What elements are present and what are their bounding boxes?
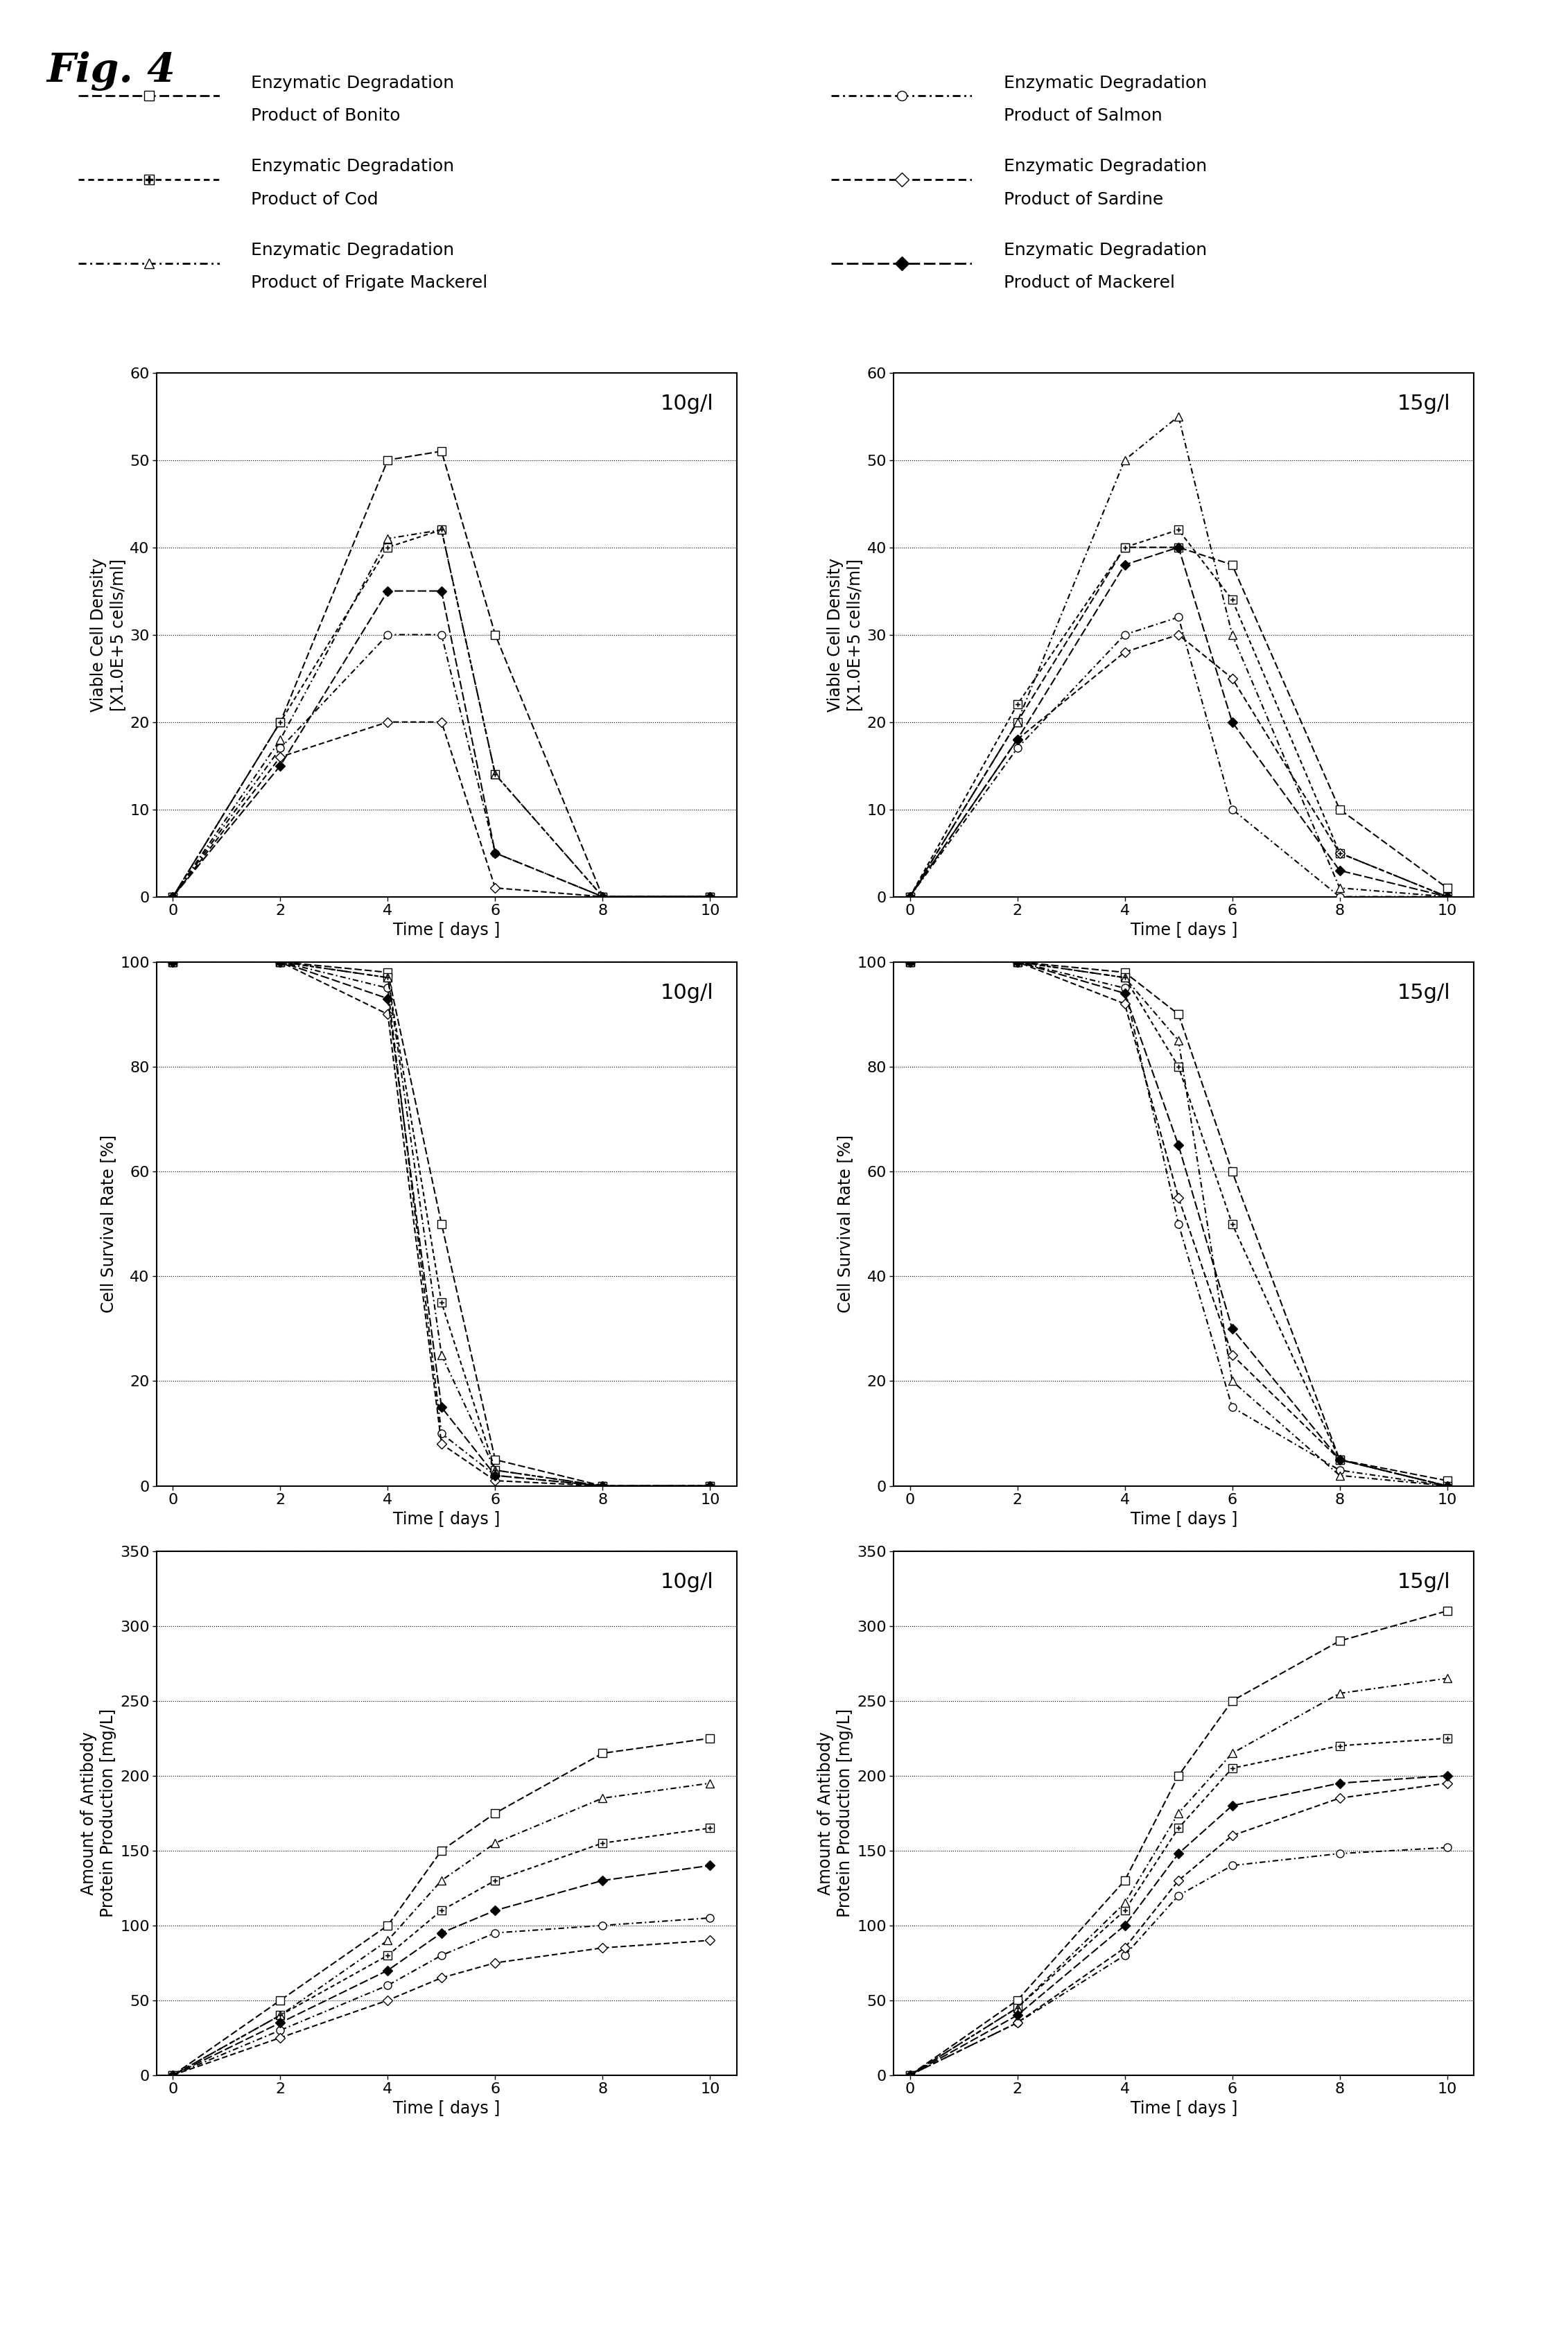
Text: Product of Mackerel: Product of Mackerel — [1004, 275, 1174, 291]
Text: 10g/l: 10g/l — [660, 983, 713, 1004]
Text: Product of Cod: Product of Cod — [251, 191, 378, 207]
X-axis label: Time [ days ]: Time [ days ] — [1131, 1512, 1237, 1528]
X-axis label: Time [ days ]: Time [ days ] — [394, 922, 500, 939]
Text: Enzymatic Degradation: Enzymatic Degradation — [1004, 158, 1207, 175]
X-axis label: Time [ days ]: Time [ days ] — [394, 1512, 500, 1528]
Y-axis label: Viable Cell Density
[X1.0E+5 cells/ml]: Viable Cell Density [X1.0E+5 cells/ml] — [826, 557, 862, 713]
Y-axis label: Viable Cell Density
[X1.0E+5 cells/ml]: Viable Cell Density [X1.0E+5 cells/ml] — [89, 557, 125, 713]
Text: 15g/l: 15g/l — [1397, 1572, 1450, 1593]
Text: Enzymatic Degradation: Enzymatic Degradation — [1004, 242, 1207, 259]
Text: 15g/l: 15g/l — [1397, 983, 1450, 1004]
Y-axis label: Cell Survival Rate [%]: Cell Survival Rate [%] — [99, 1134, 116, 1314]
Text: Product of Salmon: Product of Salmon — [1004, 107, 1162, 123]
Text: Product of Sardine: Product of Sardine — [1004, 191, 1163, 207]
Text: Enzymatic Degradation: Enzymatic Degradation — [251, 242, 455, 259]
Text: Enzymatic Degradation: Enzymatic Degradation — [1004, 75, 1207, 91]
Y-axis label: Amount of Antibody
Protein Production [mg/L]: Amount of Antibody Protein Production [m… — [817, 1709, 853, 1917]
X-axis label: Time [ days ]: Time [ days ] — [394, 2101, 500, 2117]
Y-axis label: Cell Survival Rate [%]: Cell Survival Rate [%] — [836, 1134, 853, 1314]
Y-axis label: Amount of Antibody
Protein Production [mg/L]: Amount of Antibody Protein Production [m… — [80, 1709, 116, 1917]
Text: Fig. 4: Fig. 4 — [47, 51, 176, 91]
X-axis label: Time [ days ]: Time [ days ] — [1131, 922, 1237, 939]
Text: 10g/l: 10g/l — [660, 1572, 713, 1593]
X-axis label: Time [ days ]: Time [ days ] — [1131, 2101, 1237, 2117]
Text: Enzymatic Degradation: Enzymatic Degradation — [251, 158, 455, 175]
Text: Product of Bonito: Product of Bonito — [251, 107, 400, 123]
Text: Enzymatic Degradation: Enzymatic Degradation — [251, 75, 455, 91]
Text: Product of Frigate Mackerel: Product of Frigate Mackerel — [251, 275, 488, 291]
Text: 10g/l: 10g/l — [660, 394, 713, 415]
Text: 15g/l: 15g/l — [1397, 394, 1450, 415]
